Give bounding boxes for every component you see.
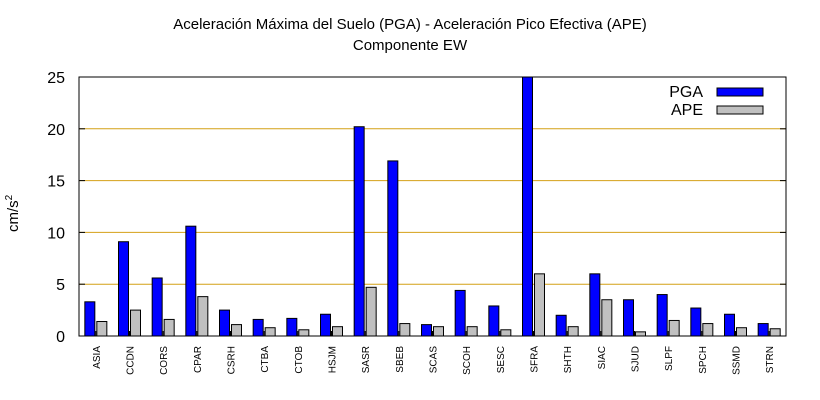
bar-pga: [690, 307, 702, 337]
x-tick-label: SCAS: [429, 346, 440, 374]
x-tick-label: CPAR: [193, 346, 204, 373]
x-tick-label: ASIA: [92, 346, 103, 369]
bar-ape: [635, 331, 646, 337]
bar-ape: [298, 329, 310, 337]
x-tick-label: SESC: [496, 346, 507, 373]
bar-ape: [769, 328, 781, 337]
y-tick-label: 25: [47, 70, 65, 87]
bar-pga: [118, 241, 129, 337]
bar-pga: [454, 289, 466, 337]
bar-pga: [84, 301, 96, 337]
bar-pga: [219, 309, 230, 337]
bar-pga: [555, 314, 567, 337]
x-tick-label: SPCH: [698, 346, 709, 374]
bar-pga: [353, 126, 365, 337]
chart-title: Aceleración Máxima del Suelo (PGA) - Ace…: [173, 16, 647, 33]
x-tick-label: CSRH: [227, 346, 238, 374]
bar-ape: [332, 326, 343, 337]
bar-pga: [724, 313, 735, 337]
bar-pga: [185, 225, 197, 337]
bar-ape: [399, 323, 411, 337]
x-tick-label: CORS: [159, 346, 170, 375]
bar-ape: [702, 323, 714, 337]
bar-pga: [589, 273, 601, 337]
plot-frame: [78, 76, 787, 337]
bar-ape: [668, 319, 680, 337]
x-tick-label: STRN: [765, 346, 776, 373]
bar-ape: [130, 309, 141, 337]
x-tick-label: SBEB: [395, 346, 406, 373]
bar-ape: [534, 273, 545, 337]
bar-pga: [286, 317, 298, 337]
x-tick-label: CCDN: [126, 346, 137, 375]
bar-ape: [365, 286, 377, 337]
x-tick-label: SFRA: [530, 346, 541, 373]
y-tick-label: 5: [56, 277, 65, 294]
bar-ape: [231, 324, 242, 337]
bar-ape: [163, 318, 175, 337]
x-tick-label: SSMD: [732, 346, 743, 375]
bar-ape: [466, 326, 478, 337]
legend-swatch: [716, 87, 764, 97]
bar-ape: [567, 326, 579, 337]
x-tick-label: SHTH: [563, 346, 574, 373]
bar-ape: [500, 329, 512, 337]
x-tick-label: HSJM: [328, 346, 339, 373]
y-tick-label: 10: [47, 225, 65, 242]
x-tick-label: SJUD: [631, 346, 642, 372]
y-tick-label: 15: [47, 174, 65, 191]
bar-pga: [623, 299, 634, 337]
x-tick-label: SIAC: [597, 346, 608, 369]
chart-subtitle: Componente EW: [352, 37, 468, 54]
bar-pga: [522, 76, 533, 337]
x-tick-label: SASR: [361, 346, 372, 373]
bar-ape: [96, 320, 108, 337]
bar-ape: [433, 326, 444, 337]
bar-ape: [197, 296, 209, 337]
x-tick-label: SLPF: [664, 346, 675, 371]
bar-ape: [601, 299, 613, 337]
bar-pga: [757, 323, 769, 337]
x-tick-label: SCOH: [462, 346, 473, 375]
y-tick-label: 20: [47, 122, 65, 139]
legend-label: PGA: [669, 84, 703, 101]
x-tick-label: CTOB: [294, 346, 305, 374]
legend-swatch: [716, 105, 764, 115]
y-tick-label: 0: [56, 329, 65, 346]
bar-ape: [736, 327, 747, 337]
bar-pga: [252, 318, 264, 337]
x-tick-label: CTBA: [260, 346, 271, 373]
bar-pga: [488, 305, 500, 337]
bar-ape: [264, 327, 276, 337]
bar-pga: [656, 294, 668, 337]
legend-label: APE: [671, 102, 703, 119]
bar-pga: [151, 277, 163, 337]
bar-pga: [421, 324, 432, 337]
bar-pga: [387, 160, 399, 337]
bar-pga: [320, 313, 331, 337]
